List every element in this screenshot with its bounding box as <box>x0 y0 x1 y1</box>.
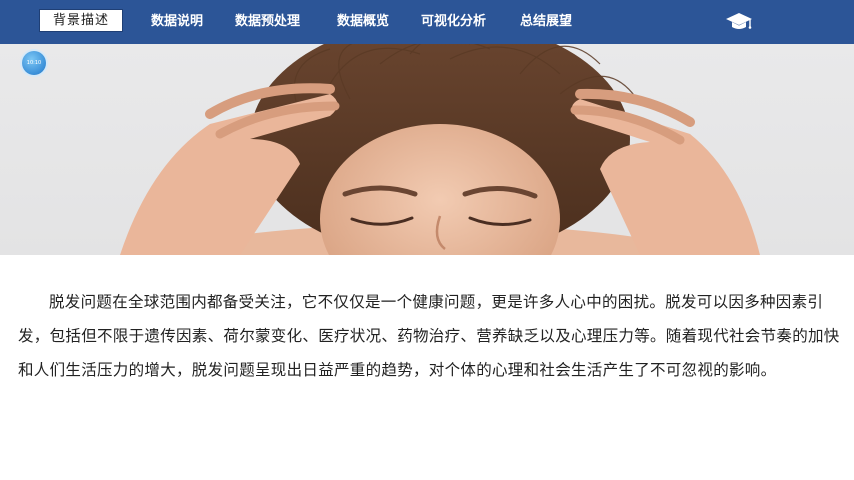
top-nav-bar: 背景描述 数据说明 数据预处理 数据概览 可视化分析 总结展望 <box>0 0 854 44</box>
clock-badge: 10:10 <box>22 51 46 75</box>
background-paragraph: 脱发问题在全球范围内都备受关注，它不仅仅是一个健康问题，更是许多人心中的困扰。脱… <box>18 293 840 379</box>
graduation-cap-icon[interactable] <box>725 11 753 33</box>
nav-tab-overview[interactable]: 数据概览 <box>337 14 390 29</box>
hero-photo <box>0 44 854 255</box>
nav-tab-background[interactable]: 背景描述 <box>39 9 123 32</box>
woman-holding-hair-photo <box>120 44 760 255</box>
nav-tab-data-description[interactable]: 数据说明 <box>151 14 204 29</box>
nav-tab-preprocessing[interactable]: 数据预处理 <box>235 14 301 29</box>
nav-tab-summary[interactable]: 总结展望 <box>520 14 573 29</box>
nav-tab-visual-analysis[interactable]: 可视化分析 <box>421 14 487 29</box>
